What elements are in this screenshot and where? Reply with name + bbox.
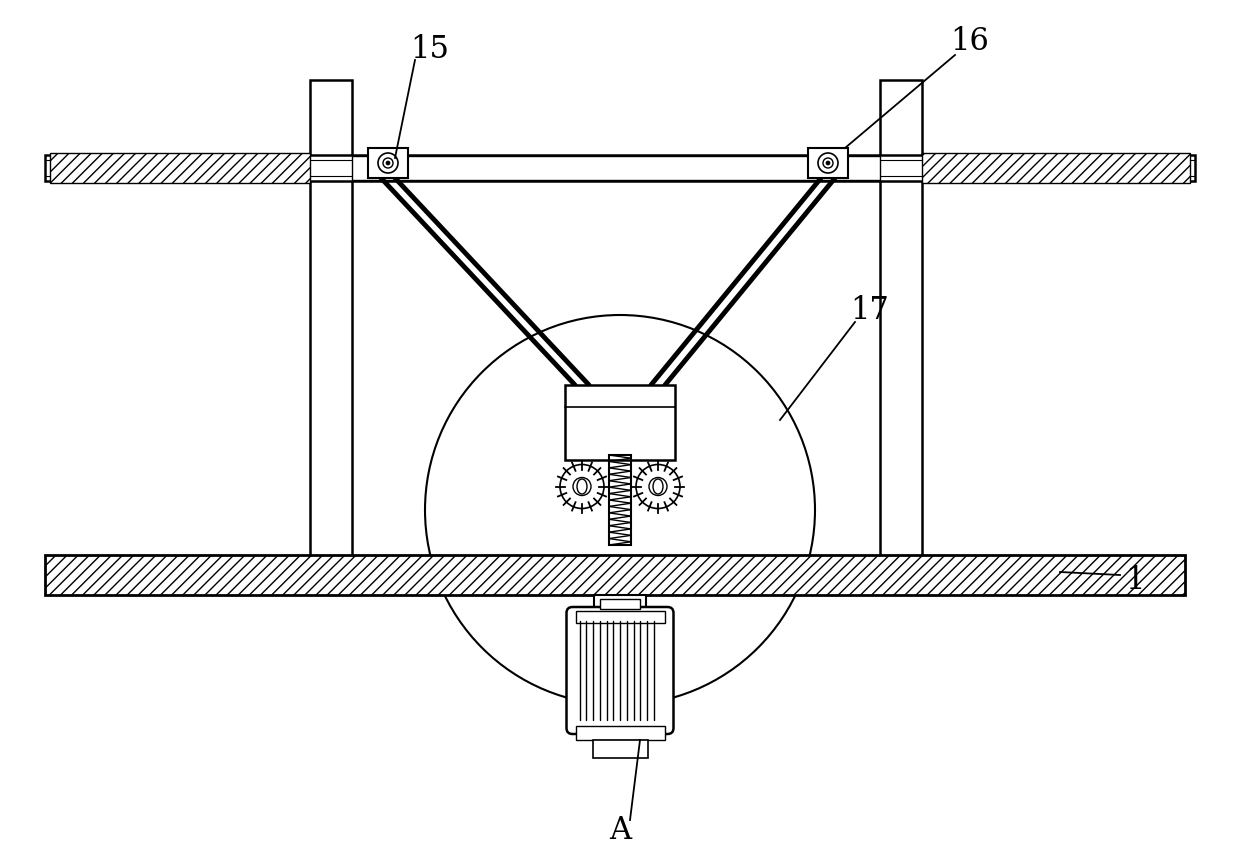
Circle shape [425,315,815,705]
Text: 1: 1 [1125,564,1145,595]
Bar [808,148,847,178]
Bar [575,726,664,740]
Bar [592,740,648,758]
FancyBboxPatch shape [566,607,674,734]
Circle shape [636,464,680,508]
Circle shape [378,153,398,173]
Circle shape [823,158,833,168]
Bar [352,156,880,180]
Circle shape [649,477,667,495]
Text: 17: 17 [850,294,890,325]
Bar [565,385,675,460]
Ellipse shape [653,479,663,494]
Text: 16: 16 [950,27,990,58]
Bar [593,595,646,613]
Circle shape [826,161,830,165]
Text: A: A [608,815,631,846]
Bar [50,153,310,183]
Circle shape [572,477,591,495]
Bar [45,155,1194,181]
Bar [610,455,631,545]
Bar [368,148,408,178]
Bar [310,80,352,570]
Bar [45,555,1184,595]
Circle shape [387,161,390,165]
Bar [922,153,1189,183]
Bar [575,611,664,623]
Bar [600,599,641,609]
Text: 15: 15 [410,35,450,66]
Ellipse shape [577,479,587,494]
Circle shape [383,158,393,168]
Circle shape [560,464,603,508]
Bar [880,80,922,570]
Circle shape [818,153,838,173]
